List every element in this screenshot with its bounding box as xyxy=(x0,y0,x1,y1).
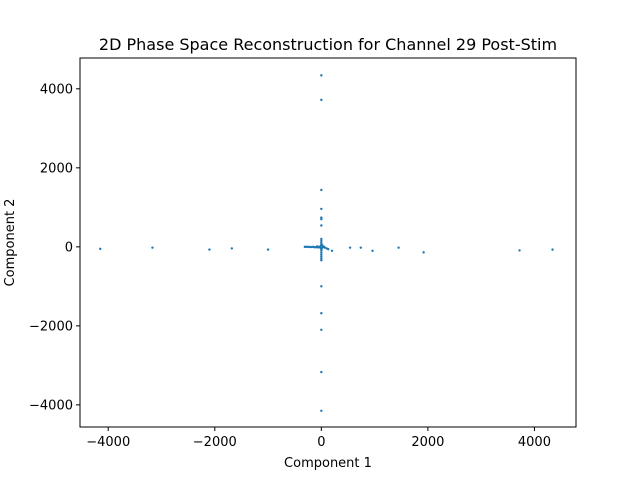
data-point xyxy=(422,251,425,254)
data-point xyxy=(266,248,270,251)
data-point xyxy=(320,98,323,102)
y-axis-label: Component 2 xyxy=(3,199,18,287)
data-point xyxy=(230,247,234,250)
y-tick-label: 4000 xyxy=(40,82,73,97)
data-point xyxy=(320,328,323,332)
data-point xyxy=(320,253,323,256)
y-tick-label: 2000 xyxy=(40,161,73,176)
axes-frame xyxy=(79,57,577,428)
data-point xyxy=(320,409,323,412)
data-point xyxy=(320,237,323,241)
x-tick-label: 0 xyxy=(317,435,325,450)
y-tick-label: −4000 xyxy=(29,398,73,413)
data-point xyxy=(320,224,323,227)
data-point xyxy=(320,188,323,192)
data-point xyxy=(371,249,374,252)
data-point xyxy=(551,248,554,251)
data-point xyxy=(320,255,323,258)
data-point xyxy=(320,74,323,77)
y-axis: −4000 −2000 0 2000 4000 xyxy=(29,82,80,413)
data-point xyxy=(320,251,323,254)
data-point xyxy=(330,249,334,252)
data-point xyxy=(151,246,154,249)
y-tick-label: −2000 xyxy=(29,319,73,334)
y-tick-label: 0 xyxy=(65,240,73,255)
data-point xyxy=(397,246,400,249)
data-point xyxy=(320,217,323,221)
data-point xyxy=(99,247,102,251)
data-point xyxy=(320,243,323,246)
data-point xyxy=(327,248,330,251)
x-tick-label: 4000 xyxy=(518,435,551,450)
x-axis-label: Component 1 xyxy=(284,456,372,471)
data-point xyxy=(320,370,323,374)
x-axis: −4000 −2000 0 2000 4000 xyxy=(86,427,551,450)
data-point xyxy=(348,246,352,249)
data-point xyxy=(320,312,323,315)
x-tick-label: −2000 xyxy=(193,435,237,450)
data-point xyxy=(320,239,323,243)
x-tick-label: −4000 xyxy=(86,435,130,450)
data-point xyxy=(518,249,521,252)
data-point xyxy=(208,248,211,251)
x-tick-label: 2000 xyxy=(411,435,444,450)
data-point xyxy=(320,285,323,288)
points-layer xyxy=(99,74,554,412)
data-point xyxy=(320,249,323,252)
chart-title: 2D Phase Space Reconstruction for Channe… xyxy=(99,35,557,54)
data-point xyxy=(320,259,323,262)
data-point xyxy=(359,246,362,249)
data-point xyxy=(320,207,323,211)
